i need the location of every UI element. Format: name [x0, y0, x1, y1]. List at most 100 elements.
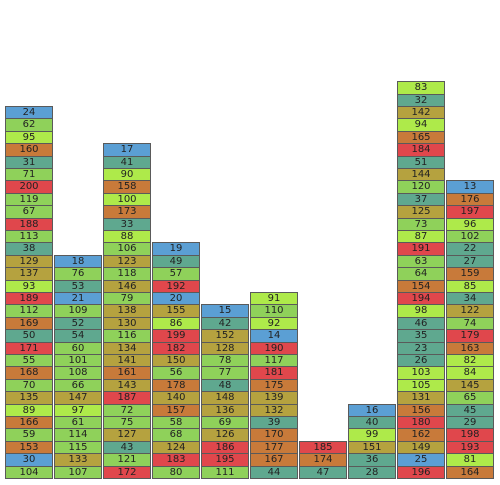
number-block[interactable]: 159 [446, 267, 494, 281]
number-block[interactable]: 51 [397, 155, 445, 169]
number-block[interactable]: 160 [5, 143, 53, 157]
number-block[interactable]: 137 [5, 267, 53, 281]
number-block[interactable]: 183 [152, 453, 200, 467]
number-block[interactable]: 133 [54, 453, 102, 467]
number-block[interactable]: 162 [397, 428, 445, 442]
number-block[interactable]: 111 [201, 465, 249, 479]
number-block[interactable]: 87 [397, 230, 445, 244]
number-block[interactable]: 32 [397, 93, 445, 107]
number-block[interactable]: 68 [152, 428, 200, 442]
number-block[interactable]: 22 [446, 242, 494, 256]
number-block[interactable]: 83 [397, 81, 445, 95]
number-block[interactable]: 199 [152, 329, 200, 343]
number-block[interactable]: 149 [397, 440, 445, 455]
number-block[interactable]: 172 [103, 465, 151, 479]
number-block[interactable]: 185 [299, 440, 347, 455]
number-block[interactable]: 124 [152, 440, 200, 455]
number-block[interactable]: 156 [397, 403, 445, 417]
number-block[interactable]: 35 [397, 329, 445, 343]
number-block[interactable]: 104 [5, 465, 53, 479]
number-block[interactable]: 34 [446, 292, 494, 306]
number-block[interactable]: 72 [103, 403, 151, 417]
number-block[interactable]: 60 [54, 341, 102, 355]
number-block[interactable]: 170 [250, 428, 298, 442]
number-block[interactable]: 20 [152, 292, 200, 306]
number-block[interactable]: 136 [201, 403, 249, 417]
number-block[interactable]: 71 [5, 168, 53, 182]
number-block[interactable]: 144 [397, 168, 445, 182]
stack-column[interactable]: 196 25 149 162 180 156 131 105 103 26 23 35 46 98 194 1… [397, 0, 445, 485]
number-block[interactable]: 130 [103, 316, 151, 331]
number-block[interactable]: 164 [446, 465, 494, 479]
number-block[interactable]: 134 [103, 341, 151, 355]
number-block[interactable]: 135 [5, 391, 53, 405]
stack-column[interactable]: 44 167 177 170 39 132 139 175 181 117 190 14 92 110 91 [250, 0, 298, 485]
number-block[interactable]: 86 [152, 316, 200, 331]
number-block[interactable]: 31 [5, 155, 53, 169]
number-block[interactable]: 138 [103, 304, 151, 318]
number-block[interactable]: 142 [397, 106, 445, 120]
number-block[interactable]: 56 [152, 366, 200, 380]
number-block[interactable]: 69 [201, 416, 249, 430]
number-block[interactable]: 14 [250, 329, 298, 343]
number-block[interactable]: 157 [152, 403, 200, 417]
number-block[interactable]: 112 [5, 304, 53, 318]
number-block[interactable]: 47 [299, 465, 347, 479]
number-block[interactable]: 36 [348, 453, 396, 467]
number-block[interactable]: 198 [446, 428, 494, 442]
number-block[interactable]: 178 [152, 378, 200, 393]
number-block[interactable]: 101 [54, 354, 102, 368]
number-block[interactable]: 93 [5, 279, 53, 293]
number-block[interactable]: 166 [5, 416, 53, 430]
number-block[interactable]: 75 [103, 416, 151, 430]
number-block[interactable]: 123 [103, 254, 151, 269]
number-block[interactable]: 52 [54, 316, 102, 331]
number-block[interactable]: 70 [5, 378, 53, 393]
number-block[interactable]: 24 [5, 106, 53, 120]
number-block[interactable]: 128 [201, 341, 249, 355]
stack-column[interactable]: 164 81 193 198 29 45 65 145 84 82 163 179 74 122 34 85 1… [446, 0, 494, 485]
number-block[interactable]: 19 [152, 242, 200, 256]
number-block[interactable]: 182 [152, 341, 200, 355]
number-block[interactable]: 152 [201, 329, 249, 343]
number-block[interactable]: 125 [397, 205, 445, 219]
number-block[interactable]: 181 [250, 366, 298, 380]
number-block[interactable]: 39 [250, 416, 298, 430]
number-block[interactable]: 180 [397, 416, 445, 430]
number-block[interactable]: 103 [397, 366, 445, 380]
number-block[interactable]: 154 [397, 279, 445, 293]
number-block[interactable]: 155 [152, 304, 200, 318]
number-block[interactable]: 194 [397, 292, 445, 306]
number-block[interactable]: 30 [5, 453, 53, 467]
number-block[interactable]: 118 [103, 267, 151, 281]
number-block[interactable]: 196 [397, 465, 445, 479]
number-block[interactable]: 16 [348, 403, 396, 417]
number-block[interactable]: 173 [103, 205, 151, 219]
number-block[interactable]: 113 [5, 230, 53, 244]
number-block[interactable]: 79 [103, 292, 151, 306]
number-block[interactable]: 53 [54, 279, 102, 293]
number-block[interactable]: 102 [446, 230, 494, 244]
number-block[interactable]: 17 [103, 143, 151, 157]
number-block[interactable]: 119 [5, 192, 53, 207]
number-block[interactable]: 190 [250, 341, 298, 355]
number-block[interactable]: 97 [54, 403, 102, 417]
stack-column[interactable]: 104 30 153 59 166 89 135 70 168 55 171 50 169 112 189 9… [5, 0, 53, 485]
number-block[interactable]: 18 [54, 254, 102, 269]
number-block[interactable]: 66 [54, 378, 102, 393]
number-block[interactable]: 121 [103, 453, 151, 467]
number-block[interactable]: 131 [397, 391, 445, 405]
number-block[interactable]: 38 [5, 242, 53, 256]
number-block[interactable]: 28 [348, 465, 396, 479]
number-block[interactable]: 105 [397, 378, 445, 393]
number-block[interactable]: 158 [103, 180, 151, 194]
number-block[interactable]: 100 [103, 192, 151, 207]
number-block[interactable]: 85 [446, 279, 494, 293]
number-block[interactable]: 62 [5, 118, 53, 132]
number-block[interactable]: 108 [54, 366, 102, 380]
number-block[interactable]: 73 [397, 217, 445, 231]
number-block[interactable]: 153 [5, 440, 53, 455]
number-block[interactable]: 176 [446, 192, 494, 207]
number-block[interactable]: 78 [201, 354, 249, 368]
number-block[interactable]: 188 [5, 217, 53, 231]
